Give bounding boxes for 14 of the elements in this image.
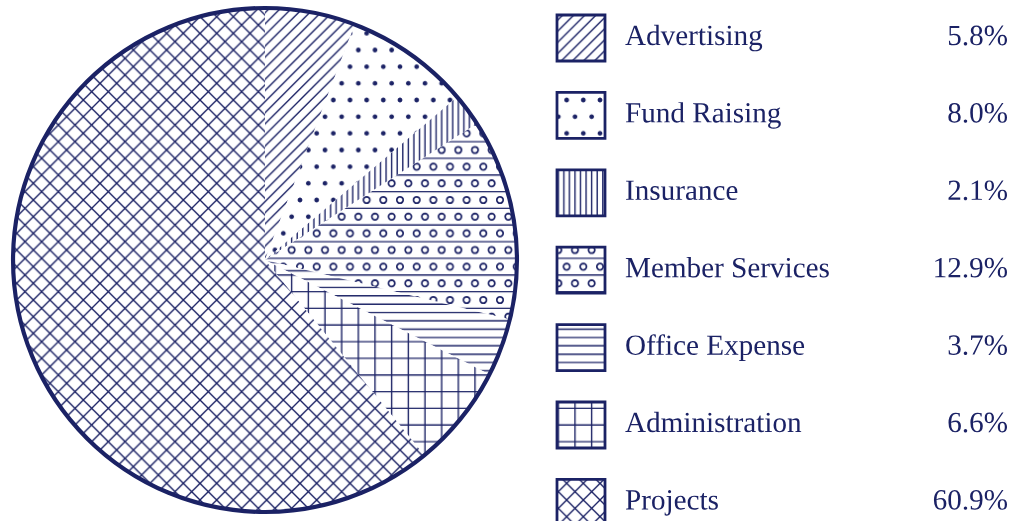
data-label: 5.8% [948, 25, 1008, 46]
data-label: 6.6% [948, 412, 1008, 433]
legend-label: Administration [625, 411, 802, 433]
legend-label: Advertising [625, 24, 763, 52]
data-label: 8.0% [948, 103, 1008, 123]
data-label: 12.9% [935, 257, 1008, 278]
data-label: 3.7% [948, 335, 1008, 356]
data-label: 60.9% [933, 490, 1008, 510]
data-label: 2.1% [948, 180, 1008, 201]
legend-label: Member Services [625, 256, 829, 278]
legend-label: Insurance [626, 180, 738, 201]
legend-label: Fund Raising [625, 102, 781, 129]
legend-label: Office Expense [626, 334, 805, 361]
legend-label: Projects [625, 490, 718, 516]
